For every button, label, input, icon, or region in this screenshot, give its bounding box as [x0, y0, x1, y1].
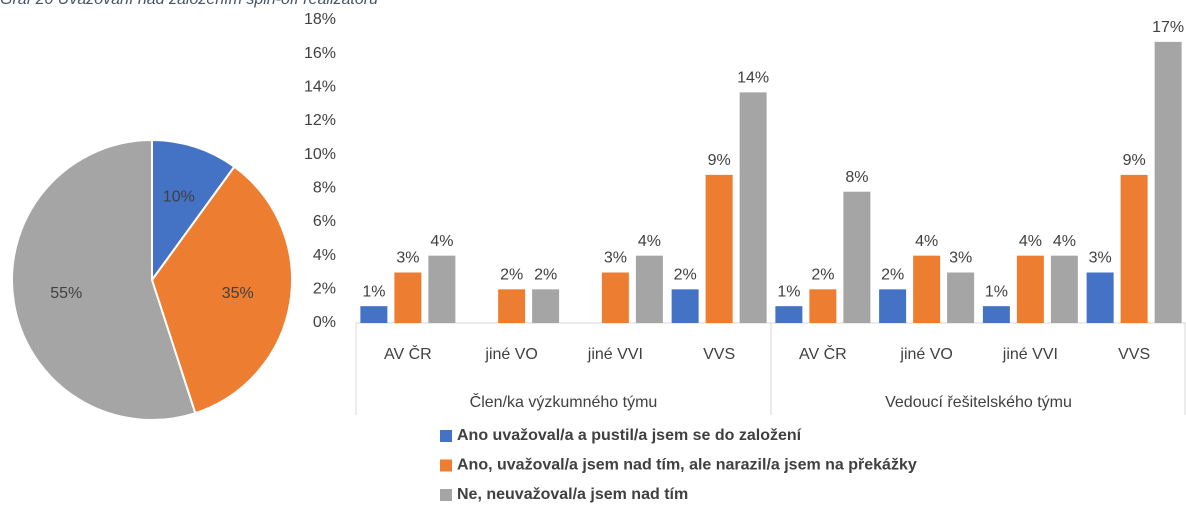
pie-label: 55%: [50, 285, 82, 302]
bar-label: 1%: [777, 283, 800, 300]
legend-label: Ne, neuvažoval/a jsem nad tím: [457, 486, 688, 503]
bar-label: 4%: [430, 233, 453, 250]
bar-label: 14%: [737, 70, 769, 87]
bar-label: 2%: [881, 267, 904, 284]
bar: [601, 272, 629, 323]
pie-slice: [151, 138, 236, 284]
x-tick-label: VVS: [1118, 346, 1150, 363]
y-tick-label: 4%: [313, 247, 336, 264]
bar-label: 2%: [534, 267, 557, 284]
bar-label: 9%: [708, 152, 731, 169]
bar-label: 2%: [674, 267, 697, 284]
x-tick-label: AV ČR: [384, 344, 432, 363]
bar-label: 17%: [1152, 19, 1184, 36]
x-tick-label: jiné VVI: [1002, 346, 1058, 363]
bar: [360, 306, 388, 323]
legend-label: Ano, uvažoval/a jsem nad tím, ale narazi…: [457, 457, 917, 474]
bar-label: 4%: [1053, 233, 1076, 250]
group-label: Vedoucí řešitelského týmu: [885, 394, 1072, 411]
bar-label: 3%: [949, 250, 972, 267]
bar: [982, 306, 1010, 323]
pie-slice: [11, 138, 197, 421]
bar-label: 3%: [604, 250, 627, 267]
bar: [671, 289, 699, 323]
pie-slice: [150, 165, 293, 415]
bar-label: 2%: [500, 267, 523, 284]
y-tick-label: 16%: [304, 45, 336, 62]
x-tick-label: VVS: [703, 346, 735, 363]
bar-label: 3%: [396, 250, 419, 267]
bar-label: 4%: [638, 233, 661, 250]
bar: [809, 289, 837, 323]
y-tick-label: 10%: [304, 146, 336, 163]
x-tick-label: jiné VO: [484, 346, 537, 363]
y-tick-label: 12%: [304, 112, 336, 129]
y-tick-label: 0%: [313, 314, 336, 331]
group-label: Člen/ka výzkumného týmu: [470, 392, 658, 411]
bar-label: 2%: [811, 267, 834, 284]
bar: [1016, 255, 1044, 323]
bar: [1154, 41, 1182, 324]
bar: [947, 272, 975, 323]
bar-label: 1%: [362, 283, 385, 300]
bar: [428, 255, 456, 323]
x-tick-label: jiné VO: [899, 346, 952, 363]
bar: [532, 289, 560, 323]
bar: [635, 255, 663, 323]
bar: [739, 92, 767, 323]
y-tick-label: 18%: [304, 11, 336, 28]
legend-swatch: [440, 489, 452, 501]
bar: [913, 255, 941, 323]
bar: [1120, 174, 1148, 323]
bar: [879, 289, 907, 323]
legend-swatch: [440, 459, 452, 472]
bar: [1086, 272, 1114, 323]
bar-label: 1%: [985, 283, 1008, 300]
bar: [705, 174, 733, 323]
bar-label: 4%: [915, 233, 938, 250]
legend-label: Ano uvažoval/a a pustil/a jsem se do zal…: [457, 427, 802, 444]
pie-label: 10%: [163, 189, 195, 206]
y-tick-label: 6%: [313, 213, 336, 230]
bar-label: 9%: [1123, 152, 1146, 169]
x-tick-label: AV ČR: [799, 344, 847, 363]
bar-label: 4%: [1019, 233, 1042, 250]
caption: Graf 20 Uvažování nad založením spin-off…: [0, 0, 378, 8]
x-tick-label: jiné VVI: [587, 346, 643, 363]
bar: [843, 191, 871, 323]
bar: [498, 289, 526, 323]
legend-swatch: [440, 430, 452, 442]
y-tick-label: 14%: [304, 79, 336, 96]
pie-label: 35%: [222, 285, 254, 302]
bar-label: 8%: [845, 169, 868, 186]
bar: [1050, 255, 1078, 323]
y-tick-label: 8%: [313, 180, 336, 197]
y-tick-label: 2%: [313, 281, 336, 298]
bar-label: 3%: [1089, 250, 1112, 267]
bar: [775, 306, 803, 323]
bar: [394, 272, 422, 323]
